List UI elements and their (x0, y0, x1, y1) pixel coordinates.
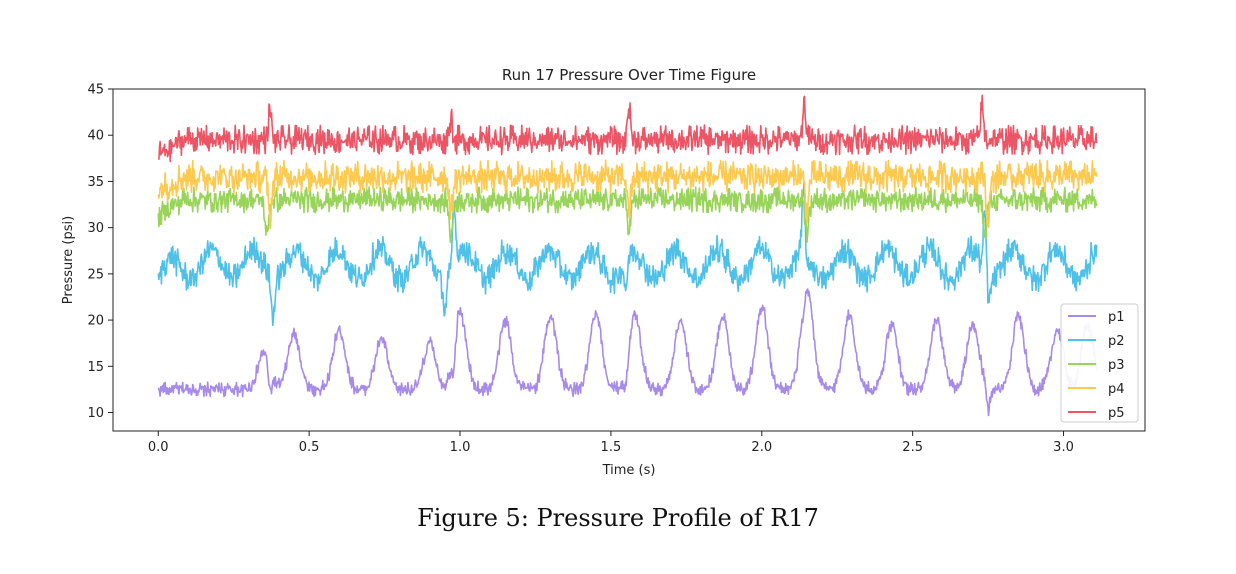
y-axis-label: Pressure (psi) (61, 216, 76, 304)
x-tick-label: 0.0 (148, 440, 169, 455)
y-tick-label: 25 (87, 267, 104, 282)
series-p2-line (157, 181, 1098, 327)
series-p1-line (157, 288, 1098, 417)
legend-label-p2: p2 (1108, 334, 1125, 349)
y-tick-label: 30 (87, 221, 104, 236)
chart-title: Run 17 Pressure Over Time Figure (502, 66, 756, 84)
y-tick-label: 10 (87, 406, 104, 421)
y-tick-label: 15 (87, 360, 104, 375)
y-tick-label: 45 (87, 83, 104, 98)
legend-box (1060, 303, 1139, 423)
x-axis-label: Time (s) (602, 463, 656, 478)
series-p4-line (157, 159, 1098, 230)
x-tick-label: 0.5 (299, 440, 320, 455)
legend-label-p5: p5 (1108, 406, 1125, 421)
figure-caption: Figure 5: Pressure Profile of R17 (417, 504, 819, 532)
series-layer (157, 94, 1098, 417)
x-tick-label: 2.5 (902, 440, 923, 455)
x-tick-label: 1.5 (601, 440, 622, 455)
x-tick-label: 2.0 (751, 440, 772, 455)
y-tick-label: 20 (87, 314, 104, 329)
x-tick-label: 3.0 (1053, 440, 1074, 455)
legend-label-p3: p3 (1108, 358, 1125, 373)
x-axis-ticks: 0.0 0.5 1.0 1.5 2.0 2.5 3.0 (148, 431, 1074, 455)
series-p3-line (157, 186, 1098, 244)
x-tick-label: 1.0 (450, 440, 471, 455)
plot-frame (112, 88, 1146, 432)
y-axis-ticks: 10 15 20 25 30 35 40 45 (87, 83, 113, 421)
series-p5-line (158, 94, 1098, 163)
legend-label-p1: p1 (1108, 310, 1125, 325)
legend-label-p4: p4 (1108, 382, 1125, 397)
legend: p1 p2 p3 p4 p5 (1060, 303, 1139, 423)
y-tick-label: 35 (87, 175, 104, 190)
y-tick-label: 40 (87, 129, 104, 144)
